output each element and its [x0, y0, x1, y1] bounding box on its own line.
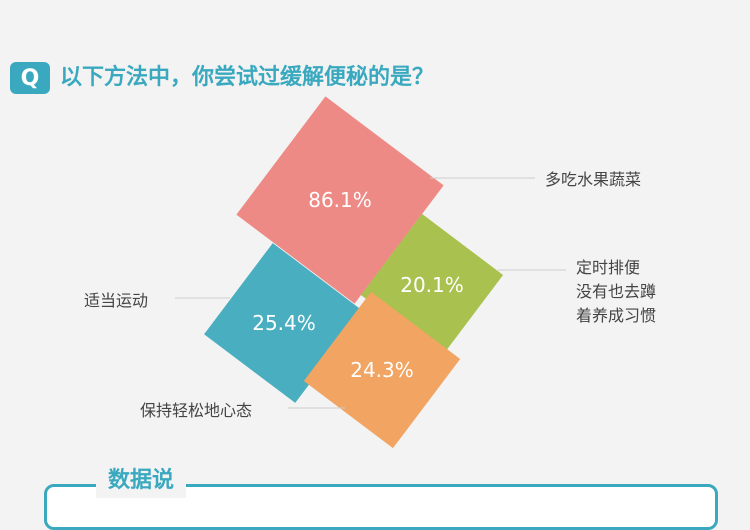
question-badge: Q [10, 62, 50, 94]
question-title: 以下方法中，你尝试过缓解便秘的是？ [60, 65, 435, 90]
category-label-1-0: 定时排便 [576, 258, 640, 277]
value-label-0: 86.1% [308, 188, 372, 212]
value-label-2: 25.4% [252, 311, 316, 335]
category-label-3: 保持轻松地心态 [140, 401, 252, 420]
category-label-0: 多吃水果蔬菜 [545, 170, 641, 189]
category-label-1-2: 着养成习惯 [576, 306, 656, 325]
category-label-2: 适当运动 [84, 291, 148, 310]
value-label-3: 24.3% [350, 358, 414, 382]
value-label-1: 20.1% [400, 273, 464, 297]
data-says-title: 数据说 [96, 464, 187, 498]
chart-square-0 [236, 96, 444, 304]
chart-square-3 [303, 291, 461, 449]
category-label-1-1: 没有也去蹲 [576, 282, 656, 301]
